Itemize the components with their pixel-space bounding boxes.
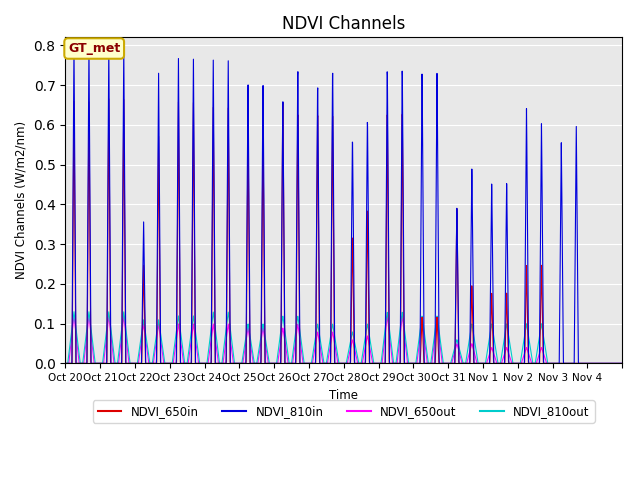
- NDVI_810out: [534, 348, 541, 353]
- NDVI_810in: [534, 360, 541, 366]
- NDVI_810in: [175, 211, 183, 216]
- NDVI_810out: [61, 360, 69, 366]
- Line: NDVI_810in: NDVI_810in: [65, 46, 622, 363]
- NDVI_810in: [612, 360, 620, 366]
- NDVI_810in: [61, 360, 69, 366]
- NDVI_650in: [465, 360, 472, 366]
- NDVI_810in: [465, 360, 472, 366]
- Legend: NDVI_650in, NDVI_810in, NDVI_650out, NDVI_810out: NDVI_650in, NDVI_810in, NDVI_650out, NDV…: [93, 400, 595, 423]
- NDVI_810out: [618, 360, 626, 366]
- NDVI_810out: [612, 360, 620, 366]
- Line: NDVI_650in: NDVI_650in: [65, 99, 622, 363]
- Line: NDVI_810out: NDVI_810out: [65, 312, 622, 363]
- NDVI_810out: [500, 339, 508, 345]
- NDVI_650out: [618, 360, 626, 366]
- NDVI_810in: [415, 360, 423, 366]
- Line: NDVI_650out: NDVI_650out: [65, 316, 622, 363]
- Y-axis label: NDVI Channels (W/m2/nm): NDVI Channels (W/m2/nm): [15, 121, 28, 279]
- NDVI_650in: [500, 360, 508, 366]
- X-axis label: Time: Time: [329, 389, 358, 402]
- NDVI_650in: [415, 360, 423, 366]
- NDVI_810out: [465, 343, 472, 349]
- NDVI_810in: [500, 360, 508, 366]
- NDVI_810in: [618, 360, 626, 366]
- Title: NDVI Channels: NDVI Channels: [282, 15, 406, 33]
- NDVI_650in: [105, 96, 113, 102]
- NDVI_810in: [70, 43, 78, 48]
- NDVI_810out: [70, 309, 78, 314]
- NDVI_650in: [61, 360, 69, 366]
- NDVI_650out: [61, 360, 69, 366]
- NDVI_650out: [70, 313, 78, 319]
- NDVI_650in: [534, 360, 541, 366]
- NDVI_650in: [612, 360, 620, 366]
- NDVI_810out: [415, 335, 423, 340]
- NDVI_650out: [612, 360, 620, 366]
- NDVI_650out: [500, 353, 508, 359]
- NDVI_650out: [175, 329, 183, 335]
- NDVI_650out: [534, 358, 541, 363]
- NDVI_650out: [465, 354, 472, 360]
- Text: GT_met: GT_met: [68, 42, 120, 55]
- NDVI_650out: [415, 341, 423, 347]
- NDVI_650in: [618, 360, 626, 366]
- NDVI_650in: [175, 247, 183, 253]
- NDVI_810out: [175, 321, 183, 327]
